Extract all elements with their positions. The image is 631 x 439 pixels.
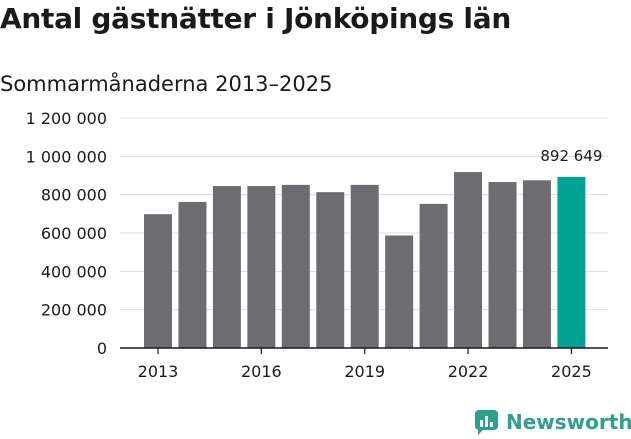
bar: [454, 172, 483, 348]
x-tick-label: 2019: [344, 362, 385, 381]
bar: [316, 192, 345, 348]
bar: [522, 180, 551, 348]
y-tick-label: 600 000: [41, 224, 107, 243]
x-tick-label: 2013: [138, 362, 179, 381]
y-tick-label: 0: [97, 339, 107, 358]
bar: [144, 214, 172, 348]
x-tick-label: 2016: [241, 362, 282, 381]
chart-title: Antal gästnätter i Jönköpings län: [0, 2, 511, 35]
brand-logo: Newsworthy: [474, 407, 631, 437]
y-tick-label: 200 000: [41, 301, 107, 320]
newsworthy-logo-icon: [475, 410, 498, 435]
x-tick-label: 2025: [551, 362, 592, 381]
bar: [212, 186, 241, 348]
bar: [350, 184, 379, 348]
y-tick-label: 1 200 000: [26, 109, 107, 128]
data-label-highlight: 892 649: [540, 147, 602, 165]
brand-name: Newsworthy: [506, 410, 631, 434]
bar: [281, 184, 310, 348]
chart-subtitle: Sommarmånaderna 2013–2025: [0, 72, 333, 96]
y-tick-label: 800 000: [41, 186, 107, 205]
x-tick-label: 2022: [448, 362, 489, 381]
y-tick-label: 400 000: [41, 262, 107, 281]
bar-highlight: [557, 176, 586, 348]
bar: [488, 182, 517, 348]
y-tick-label: 1 000 000: [26, 147, 107, 166]
bar: [385, 235, 414, 348]
bar: [247, 186, 276, 348]
bar: [178, 201, 207, 348]
bar: [419, 203, 448, 348]
